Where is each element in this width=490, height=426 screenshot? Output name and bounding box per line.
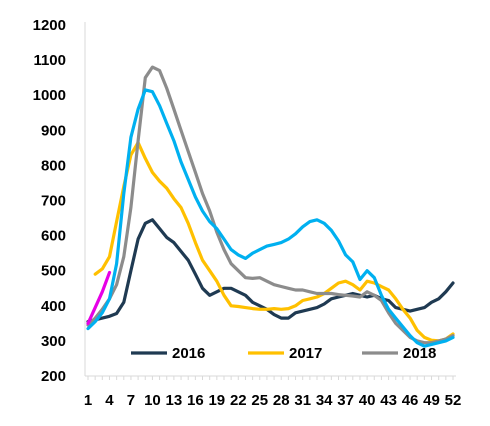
y-tick-label: 1200 (33, 17, 66, 34)
y-tick-label: 300 (41, 333, 66, 350)
x-tick-label: 7 (127, 392, 135, 409)
y-tick-label: 900 (41, 122, 66, 139)
y-tick-label: 1100 (33, 52, 66, 69)
x-tick-label: 22 (230, 392, 247, 409)
series-line-2017 (93, 141, 455, 343)
x-tick-label: 34 (316, 392, 333, 409)
x-tick-label: 40 (359, 392, 376, 409)
series-line-2018 (86, 65, 455, 345)
y-tick-label: 500 (41, 263, 66, 280)
y-tick-label: 600 (41, 228, 66, 245)
x-tick-label: 43 (380, 392, 397, 409)
y-axis-ticks: 200 300 400 500 600 700 800 900 1000 1100 1200 (33, 17, 66, 385)
x-tick-label: 25 (251, 392, 268, 409)
x-axis-ticks: 1 4 7 10 13 16 19 22 25 28 31 34 37 40 43 46 49 52 (84, 376, 462, 409)
x-tick-label: 46 (402, 392, 419, 409)
series-line-series-3 (86, 88, 455, 348)
x-tick-label: 10 (144, 392, 161, 409)
x-tick-label: 37 (337, 392, 354, 409)
x-tick-label: 49 (423, 392, 440, 409)
x-tick-label: 28 (273, 392, 290, 409)
y-tick-label: 1000 (33, 87, 66, 104)
y-tick-label: 700 (41, 193, 66, 210)
legend-label-2017: 2017 (289, 345, 322, 362)
x-tick-label: 1 (84, 392, 92, 409)
y-tick-label: 800 (41, 157, 66, 174)
legend: 2016 2017 2018 (131, 345, 436, 362)
y-tick-label: 400 (41, 298, 66, 315)
x-tick-label: 4 (105, 392, 114, 409)
x-tick-label: 19 (208, 392, 225, 409)
x-tick-label: 13 (166, 392, 183, 409)
y-tick-label: 200 (41, 368, 66, 385)
x-tick-label: 16 (187, 392, 204, 409)
x-tick-label: 31 (294, 392, 311, 409)
legend-label-2018: 2018 (403, 345, 436, 362)
series-line-series-4 (86, 270, 112, 325)
x-tick-label: 52 (445, 392, 462, 409)
series-line-2016 (86, 218, 455, 324)
series-lines (86, 65, 455, 348)
legend-label-2016: 2016 (172, 345, 205, 362)
